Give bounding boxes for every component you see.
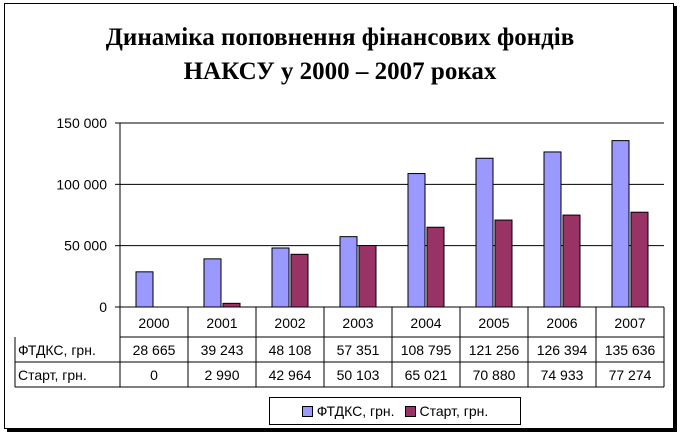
bar-series-1-2001 <box>203 258 222 308</box>
y-tick-label: 50 000 <box>64 238 107 254</box>
y-tick-label: 0 <box>99 299 107 315</box>
table-series-name-1: ФТДКС, грн. <box>18 342 96 358</box>
bar-series-1-2005 <box>475 157 494 308</box>
table-value-series-1-2003: 57 351 <box>337 342 380 358</box>
table-value-series-2-2007: 77 274 <box>609 367 652 383</box>
table-value-series-2-2002: 42 964 <box>269 367 312 383</box>
table-series-name-2: Старт, грн. <box>18 367 87 383</box>
bar-series-1-2003 <box>339 236 358 308</box>
bar-series-1-2000 <box>135 271 154 308</box>
legend-item-series-1: ФТДКС, грн. <box>301 403 395 419</box>
chart-title-line-2: НАКСУ у 2000 – 2007 роках <box>183 58 497 85</box>
legend-item-series-2: Старт, грн. <box>404 403 489 419</box>
bar-series-2-2001 <box>222 302 241 308</box>
y-tick-label: 150 000 <box>56 115 107 131</box>
table-value-series-1-2002: 48 108 <box>269 342 312 358</box>
table-value-series-1-2000: 28 665 <box>133 342 176 358</box>
category-label-2001: 2001 <box>206 315 237 331</box>
table-value-series-1-2004: 108 795 <box>401 342 452 358</box>
legend-label-series-2: Старт, грн. <box>419 403 489 419</box>
category-label-2007: 2007 <box>614 315 645 331</box>
legend-label-series-1: ФТДКС, грн. <box>316 403 395 419</box>
bar-series-1-2007 <box>611 140 630 308</box>
bar-series-1-2002 <box>271 247 290 308</box>
bar-series-2-2004 <box>426 226 445 308</box>
category-label-2005: 2005 <box>478 315 509 331</box>
category-label-2003: 2003 <box>342 315 373 331</box>
table-value-series-2-2005: 70 880 <box>473 367 516 383</box>
legend-swatch-series-2 <box>404 405 416 417</box>
table-value-series-2-2004: 65 021 <box>405 367 448 383</box>
table-value-series-1-2006: 126 394 <box>537 342 588 358</box>
chart-title-line-1: Динаміка поповнення фінансових фондів <box>105 24 575 51</box>
bar-series-2-2003 <box>358 245 377 308</box>
category-label-2000: 2000 <box>138 315 169 331</box>
table-value-series-1-2001: 39 243 <box>201 342 244 358</box>
table-value-series-2-2006: 74 933 <box>541 367 584 383</box>
category-label-2002: 2002 <box>274 315 305 331</box>
table-value-series-1-2005: 121 256 <box>469 342 520 358</box>
y-tick-label: 100 000 <box>56 176 107 192</box>
bar-series-2-2006 <box>562 214 581 308</box>
bar-series-1-2004 <box>407 173 426 308</box>
category-label-2006: 2006 <box>546 315 577 331</box>
bar-series-2-2005 <box>494 219 513 308</box>
bar-series-2-2002 <box>290 253 309 308</box>
bar-series-1-2006 <box>543 151 562 308</box>
table-value-series-2-2001: 2 990 <box>204 367 239 383</box>
table-value-series-1-2007: 135 636 <box>605 342 656 358</box>
table-value-series-2-2003: 50 103 <box>337 367 380 383</box>
table-value-series-2-2000: 0 <box>150 367 158 383</box>
chart-frame <box>4 3 674 429</box>
legend-swatch-series-1 <box>301 405 313 417</box>
legend: ФТДКС, грн. Старт, грн. <box>269 397 521 425</box>
category-label-2004: 2004 <box>410 315 441 331</box>
bar-series-2-2007 <box>630 211 649 308</box>
